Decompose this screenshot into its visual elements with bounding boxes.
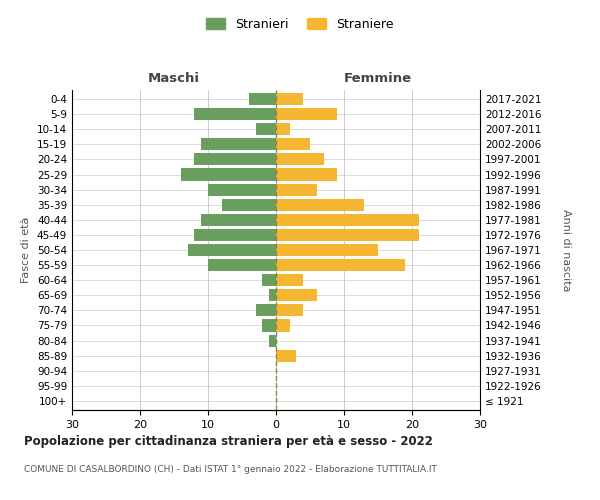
- Bar: [276, 259, 405, 271]
- Bar: [276, 184, 317, 196]
- Bar: [194, 154, 276, 166]
- Bar: [276, 350, 296, 362]
- Bar: [208, 259, 276, 271]
- Y-axis label: Anni di nascita: Anni di nascita: [561, 209, 571, 291]
- Bar: [276, 168, 337, 180]
- Bar: [194, 108, 276, 120]
- Bar: [262, 274, 276, 286]
- Bar: [276, 93, 303, 105]
- Bar: [262, 320, 276, 332]
- Bar: [249, 93, 276, 105]
- Bar: [276, 123, 290, 136]
- Bar: [256, 304, 276, 316]
- Bar: [181, 168, 276, 180]
- Bar: [256, 123, 276, 136]
- Bar: [276, 244, 378, 256]
- Text: Maschi: Maschi: [148, 72, 200, 85]
- Y-axis label: Fasce di età: Fasce di età: [22, 217, 31, 283]
- Bar: [276, 229, 419, 241]
- Bar: [208, 184, 276, 196]
- Legend: Stranieri, Straniere: Stranieri, Straniere: [200, 11, 400, 37]
- Text: Femmine: Femmine: [344, 72, 412, 85]
- Bar: [221, 198, 276, 211]
- Bar: [269, 334, 276, 346]
- Bar: [276, 198, 364, 211]
- Bar: [276, 320, 290, 332]
- Text: COMUNE DI CASALBORDINO (CH) - Dati ISTAT 1° gennaio 2022 - Elaborazione TUTTITAL: COMUNE DI CASALBORDINO (CH) - Dati ISTAT…: [24, 465, 437, 474]
- Bar: [276, 289, 317, 302]
- Bar: [276, 154, 323, 166]
- Text: Popolazione per cittadinanza straniera per età e sesso - 2022: Popolazione per cittadinanza straniera p…: [24, 435, 433, 448]
- Bar: [201, 138, 276, 150]
- Bar: [188, 244, 276, 256]
- Bar: [276, 214, 419, 226]
- Bar: [194, 229, 276, 241]
- Bar: [276, 108, 337, 120]
- Bar: [276, 274, 303, 286]
- Bar: [269, 289, 276, 302]
- Bar: [276, 304, 303, 316]
- Bar: [201, 214, 276, 226]
- Bar: [276, 138, 310, 150]
